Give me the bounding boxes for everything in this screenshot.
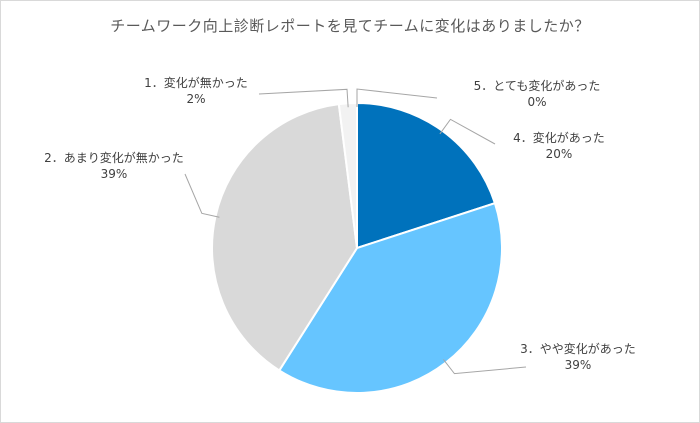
chart-title: チームワーク向上診断レポートを見てチームに変化はありましたか？ — [110, 17, 590, 35]
slice-percent-3: 39% — [565, 358, 592, 372]
slice-percent-2: 20% — [546, 147, 573, 161]
leader-line-1 — [356, 88, 438, 107]
slice-labels: 5．とても変化があった 0% 4．変化があった 20% 3．やや変化があった 39% 2．あ… — [44, 75, 636, 372]
leader-lines — [184, 88, 527, 375]
slice-label-1: 5．とても変化があった — [474, 78, 601, 93]
leader-line-3 — [443, 359, 527, 375]
slice-percent-1: 0% — [527, 95, 546, 109]
slice-label-3: 3．やや変化があった — [520, 341, 636, 356]
slice-label-2: 4．変化があった — [513, 130, 605, 145]
slice-percent-4: 39% — [101, 167, 128, 181]
slice-percent-5: 2% — [186, 92, 205, 106]
leader-line-5 — [258, 88, 349, 108]
leader-line-4 — [184, 173, 220, 218]
slice-label-4: 2．あまり変化が無かった — [44, 150, 184, 165]
leader-line-2 — [439, 118, 496, 145]
pie-slices — [211, 101, 503, 394]
slice-label-5: 1．変化が無かった — [144, 75, 248, 90]
